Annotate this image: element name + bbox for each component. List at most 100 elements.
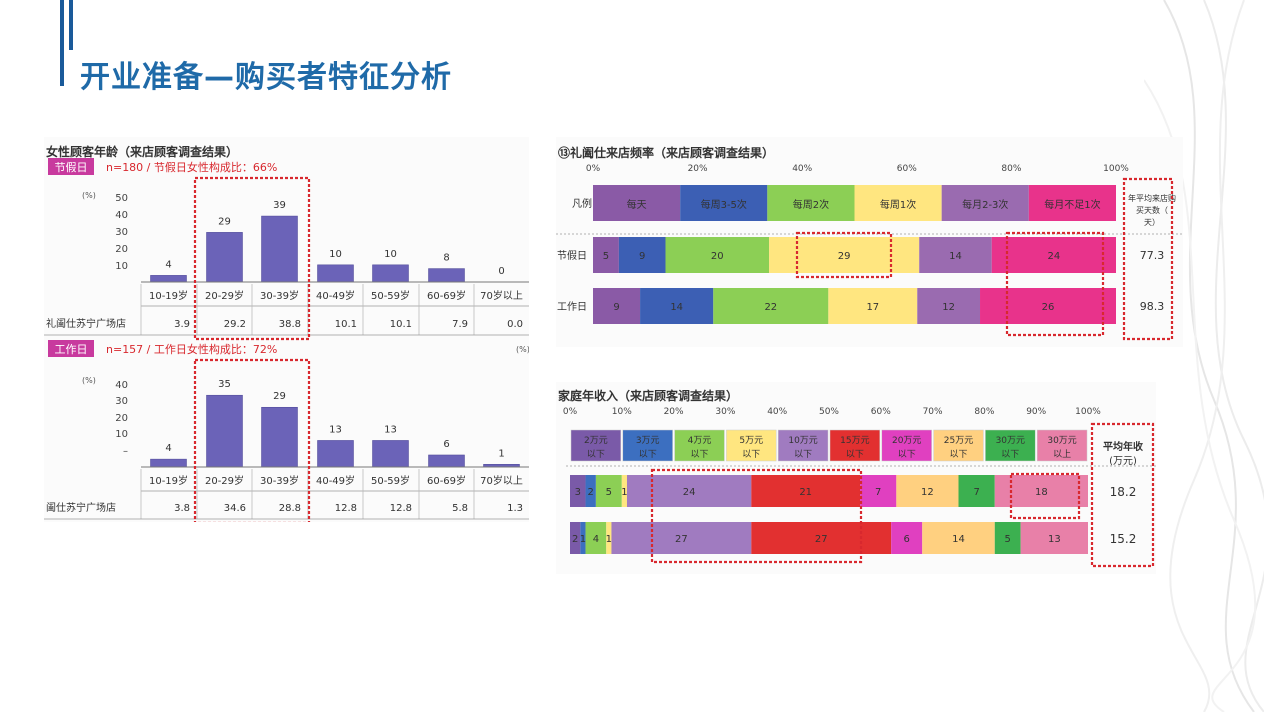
bar-value-label: 0	[498, 266, 504, 277]
segment-value: 1	[580, 534, 586, 545]
x-tick-label: 10%	[612, 407, 632, 417]
segment-3万元以下	[580, 522, 586, 554]
legend-item: 30万元	[996, 436, 1025, 446]
chart-subtitle: n=180 / 节假日女性构成比：66%	[106, 160, 277, 174]
percent-mark: (%)	[516, 345, 529, 354]
avg-value: 77.3	[1140, 249, 1165, 262]
decorative-curves	[1144, 0, 1264, 712]
row-label: 节假日	[557, 249, 587, 262]
legend-item: 以下	[742, 450, 760, 460]
row-value: 3.9	[174, 319, 190, 330]
highlight-box	[1009, 472, 1081, 520]
legend-item: 以下	[949, 450, 967, 460]
segment-25万元以下	[922, 522, 995, 554]
x-tick-label: 60%	[871, 407, 891, 417]
avg-header: (万元)	[1109, 456, 1137, 467]
female-age-chart: 女性顾客年龄（来店顾客调查结果）节假日 n=180 / 节假日女性构成比：66% (…	[44, 137, 529, 522]
highlight-box	[193, 176, 311, 341]
row-value: 34.6	[224, 503, 246, 514]
segment-每周2次	[665, 237, 770, 273]
legend-swatch	[1036, 429, 1088, 462]
avg-value: 15.2	[1110, 532, 1137, 546]
bar-value-label: 4	[165, 259, 171, 270]
segment-2万元以下	[570, 522, 581, 554]
y-tick-label: 20	[115, 244, 128, 255]
tag-badge-workday	[48, 340, 94, 357]
segment-3万元以下	[585, 475, 596, 507]
segment-value: 21	[799, 487, 812, 498]
category-label: 40-49岁	[316, 474, 355, 487]
category-label: 30-39岁	[260, 474, 299, 487]
highlight-box	[1005, 231, 1105, 337]
legend-item: 每周1次	[880, 198, 916, 211]
row-label: 礼阖仕苏宁广场店	[46, 317, 126, 330]
x-tick-label: 40%	[792, 164, 812, 174]
bar-30-39岁	[261, 215, 298, 283]
legend-label: 凡例	[572, 197, 592, 210]
bar-60-69岁	[428, 268, 465, 283]
legend-swatch	[622, 429, 673, 462]
highlight-box	[1090, 422, 1155, 568]
y-tick-label: 40	[115, 210, 128, 221]
row-value: 12.8	[335, 503, 357, 514]
bar-value-label: 8	[443, 253, 449, 264]
row-value: 10.1	[335, 319, 357, 330]
segment-每月不足1次	[980, 288, 1116, 324]
visit-frequency-chart: ⑬礼阖仕来店频率（来店顾客调查结果） 0% 20% 40% 60% 80% 100% 凡例 每天…	[556, 145, 1183, 341]
bar-value-label: 29	[218, 216, 231, 227]
segment-每周3-5次	[618, 237, 666, 273]
slide-title: 开业准备—购买者特征分析	[80, 60, 452, 95]
legend-swatch	[933, 429, 984, 462]
x-tick-label: 50%	[819, 407, 839, 417]
legend-item: 以上	[1053, 449, 1071, 460]
segment-value: 14	[670, 302, 683, 313]
bar-value-label: 35	[218, 379, 231, 390]
segment-value: 1	[621, 487, 627, 498]
y-tick-label: 10	[115, 261, 128, 272]
y-tick-label: 30	[115, 396, 128, 407]
legend-swatch	[570, 429, 622, 462]
legend-item: 10万元	[788, 436, 817, 446]
bar-value-label: 6	[443, 439, 449, 450]
x-tick-label: 80%	[974, 407, 994, 417]
bar-60-69岁	[428, 454, 465, 468]
segment-20万元以下	[860, 475, 897, 507]
bar-value-label: 10	[384, 249, 397, 260]
row-value: 12.8	[390, 503, 412, 514]
y-tick-label: 30	[115, 227, 128, 238]
segment-15万元以下	[751, 475, 861, 507]
chart-title: 家庭年收入（来店顾客调查结果）	[558, 388, 738, 403]
bar-30-39岁	[261, 406, 298, 468]
bar-50-59岁	[372, 440, 409, 468]
x-tick-label: 0%	[563, 407, 578, 417]
tag-badge-text: 节假日	[55, 160, 88, 174]
chart-title: 女性顾客年龄（来店顾客调查结果）	[46, 144, 238, 159]
y-tick-label: –	[123, 446, 128, 457]
title-accent-bar	[60, 0, 64, 86]
segment-10万元以下	[626, 475, 752, 507]
row-value: 29.2	[224, 319, 246, 330]
segment-5万元以下	[606, 522, 612, 554]
category-label: 10-19岁	[149, 289, 188, 302]
legend-swatch	[941, 185, 1029, 221]
row-value: 28.8	[279, 503, 301, 514]
highlight-box	[193, 358, 311, 522]
segment-每月2-3次	[917, 288, 981, 324]
tag-badge-holiday	[48, 158, 94, 175]
category-label: 50-59岁	[371, 289, 410, 302]
segment-value: 22	[764, 302, 777, 313]
segment-value: 27	[675, 534, 688, 545]
segment-value: 2	[588, 487, 594, 498]
legend-swatch	[767, 185, 855, 221]
y-tick-label: 20	[115, 413, 128, 424]
legend-item: 每周3-5次	[701, 198, 747, 211]
bar-value-label: 39	[273, 200, 286, 211]
legend-item: 2万元	[584, 436, 608, 446]
segment-value: 18	[1035, 487, 1048, 498]
segment-value: 4	[593, 534, 599, 545]
bar-value-label: 4	[165, 443, 171, 454]
x-tick-label: 20%	[664, 407, 684, 417]
category-label: 60-69岁	[427, 474, 466, 487]
x-tick-label: 100%	[1075, 407, 1101, 417]
bar-10-19岁	[150, 275, 187, 283]
